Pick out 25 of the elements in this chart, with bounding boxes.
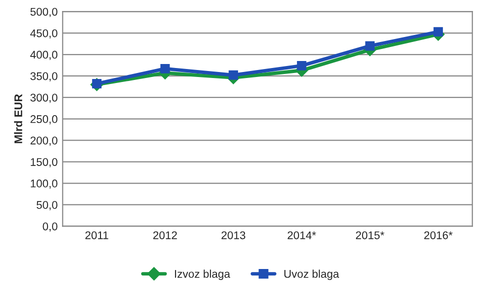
point	[228, 70, 238, 80]
y-tick-label: 200,0	[30, 136, 58, 146]
x-tick-label: 2013	[222, 231, 246, 240]
x-tick-label: 2014*	[288, 231, 316, 240]
y-axis-title: Mlrd EUR	[14, 94, 22, 144]
point	[160, 64, 170, 74]
x-tick-label: 2012	[153, 231, 177, 240]
y-tick-label: 400,0	[30, 50, 58, 60]
point	[296, 60, 306, 70]
y-tick-label: 450,0	[30, 29, 58, 39]
legend-label: Uvoz blaga	[284, 270, 340, 280]
y-tick-label: 300,0	[30, 94, 58, 103]
y-tick-label: 100,0	[30, 180, 58, 189]
legend-label: Izvoz blaga	[175, 270, 230, 280]
point	[434, 27, 443, 36]
x-tick-label: 2015*	[356, 231, 384, 240]
y-tick-label: 500,0	[30, 8, 58, 18]
y-tick-label: 50,0	[36, 201, 58, 210]
point	[365, 41, 375, 51]
y-tick-label: 0,0	[42, 222, 58, 232]
y-tick-label: 150,0	[30, 158, 58, 168]
y-tick-label: 250,0	[30, 115, 58, 124]
x-tick-label: 2011	[85, 231, 108, 240]
y-tick-label: 350,0	[30, 72, 58, 82]
x-tick-label: 2016*	[424, 231, 453, 240]
